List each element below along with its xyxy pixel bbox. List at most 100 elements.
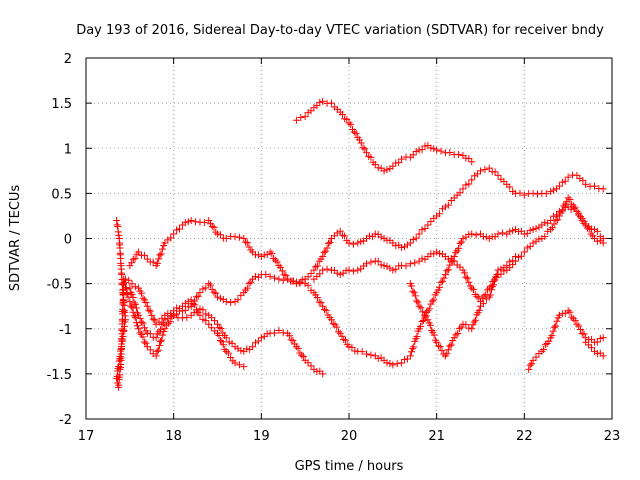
data-point xyxy=(403,355,411,363)
data-point xyxy=(113,216,121,224)
data-point xyxy=(465,231,473,239)
data-point xyxy=(157,250,165,258)
data-point xyxy=(153,347,161,355)
data-point xyxy=(410,343,418,351)
data-point xyxy=(205,280,213,288)
data-point xyxy=(409,287,417,295)
x-tick-label: 17 xyxy=(78,429,95,444)
x-axis-label: GPS time / hours xyxy=(295,459,404,474)
data-point xyxy=(138,318,146,326)
data-point xyxy=(599,334,607,342)
data-point xyxy=(424,316,432,324)
data-point xyxy=(407,348,415,356)
data-point xyxy=(427,144,435,152)
data-point xyxy=(468,158,476,166)
data-point xyxy=(580,217,588,225)
data-point xyxy=(135,248,143,256)
data-point xyxy=(583,224,591,232)
series-track-d xyxy=(126,203,607,369)
data-point xyxy=(529,225,537,233)
data-point xyxy=(200,219,208,227)
data-point xyxy=(469,286,477,294)
data-point xyxy=(477,167,484,175)
tick-labels: 17 18 19 20 21 22 23 -2 -1.5 -1 -0.5 0 0.5 1 1.5 2 xyxy=(47,52,621,444)
data-point xyxy=(184,218,192,226)
data-point xyxy=(593,227,601,235)
data-point xyxy=(146,307,154,315)
y-tick-label: -2 xyxy=(59,413,72,428)
x-tick-label: 18 xyxy=(165,429,182,444)
data-point xyxy=(138,289,146,297)
data-point xyxy=(503,262,511,270)
data-point xyxy=(418,255,426,263)
data-point xyxy=(462,273,470,281)
data-point xyxy=(202,310,210,318)
data-point xyxy=(564,307,572,315)
data-point xyxy=(135,325,143,333)
data-point xyxy=(398,155,406,163)
data-point xyxy=(327,316,335,324)
data-point xyxy=(447,341,455,349)
data-point xyxy=(490,281,498,289)
data-point xyxy=(440,274,448,282)
data-point xyxy=(254,337,262,345)
data-point xyxy=(535,235,543,243)
data-point xyxy=(192,293,200,301)
data-point xyxy=(436,283,444,291)
data-point xyxy=(433,248,441,256)
data-point xyxy=(528,360,536,368)
data-point xyxy=(275,275,283,283)
data-point xyxy=(275,327,283,335)
data-point xyxy=(596,334,604,342)
data-point xyxy=(561,177,569,185)
data-point xyxy=(243,345,251,353)
data-point xyxy=(462,181,470,189)
data-point xyxy=(161,325,169,333)
data-point xyxy=(491,168,499,176)
y-tick-label: 2 xyxy=(64,52,72,67)
data-point xyxy=(393,360,401,368)
data-point xyxy=(479,232,487,240)
data-point xyxy=(257,334,265,342)
data-point xyxy=(383,359,391,367)
data-point xyxy=(349,240,357,248)
data-point xyxy=(444,201,452,209)
series-track-i xyxy=(582,338,607,360)
data-point xyxy=(202,284,210,292)
data-point xyxy=(181,306,189,314)
data-point xyxy=(317,299,325,307)
data-point xyxy=(475,306,483,314)
data-point xyxy=(155,255,163,263)
data-point xyxy=(319,253,327,261)
data-point xyxy=(418,146,426,154)
data-point xyxy=(218,338,226,346)
data-point xyxy=(128,291,136,299)
data-point xyxy=(555,212,563,220)
data-point xyxy=(234,296,242,304)
data-point xyxy=(426,321,434,329)
data-point xyxy=(427,300,435,308)
series-track-e xyxy=(126,284,327,378)
data-point xyxy=(140,338,148,346)
data-point xyxy=(599,352,607,360)
data-point xyxy=(129,308,137,316)
data-point xyxy=(127,302,135,310)
data-point xyxy=(398,244,406,252)
data-point xyxy=(550,220,558,228)
data-point xyxy=(526,226,534,234)
data-point xyxy=(392,265,400,273)
data-point xyxy=(470,318,478,326)
y-tick-label: 1 xyxy=(64,142,72,157)
data-point xyxy=(354,239,362,247)
data-point xyxy=(184,303,192,311)
data-point xyxy=(474,170,482,178)
data-point xyxy=(421,225,429,233)
data-point xyxy=(455,244,463,252)
data-point xyxy=(417,304,425,312)
data-point xyxy=(139,294,147,302)
data-point xyxy=(345,266,353,274)
data-point xyxy=(523,244,531,252)
data-point xyxy=(123,289,131,297)
data-point xyxy=(268,250,276,258)
data-point xyxy=(529,189,537,197)
